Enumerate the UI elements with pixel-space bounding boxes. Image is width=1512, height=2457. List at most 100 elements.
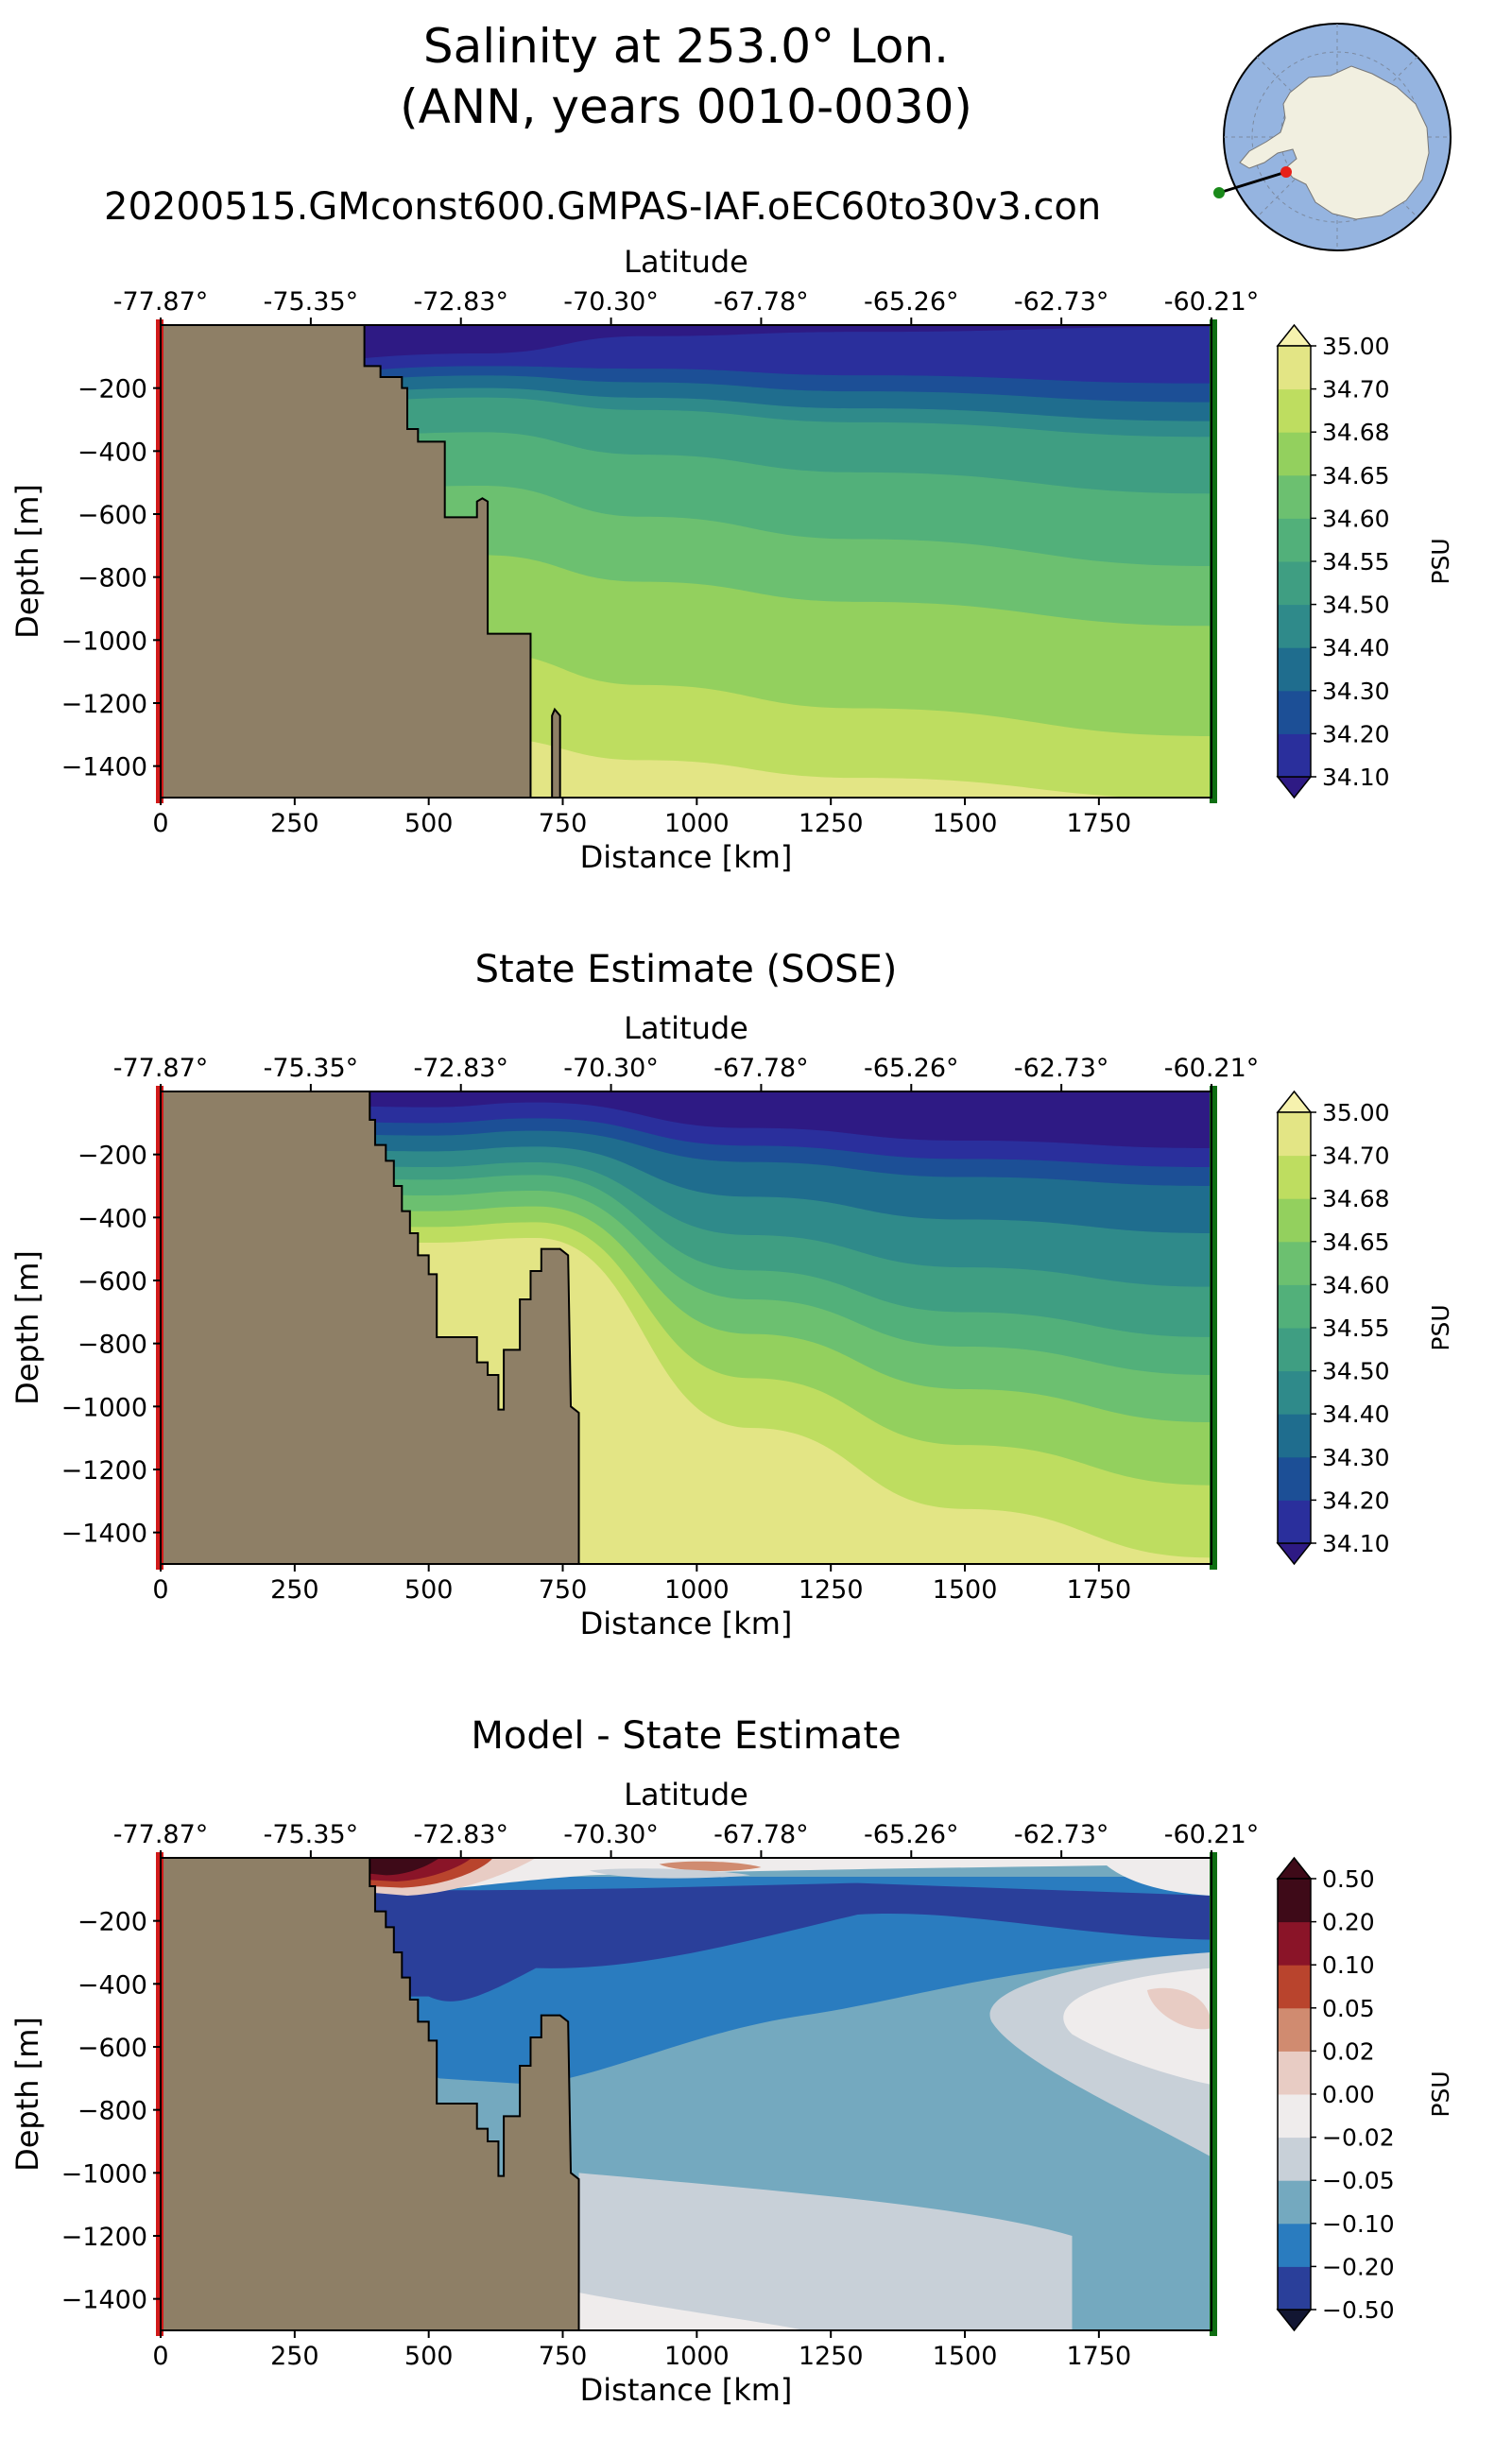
contour-band — [1146, 1987, 1211, 2030]
contour-band — [369, 1858, 1211, 1894]
top-tick-label: -75.35° — [264, 287, 359, 317]
top-tick-label: -75.35° — [264, 1820, 359, 1849]
colorbar-segment — [1278, 432, 1311, 476]
colorbar-tick-label: 0.20 — [1322, 1909, 1375, 1936]
colorbar-segment — [1278, 1965, 1311, 2009]
x-axis-label: Distance [km] — [580, 839, 793, 875]
x-axis-label: Distance [km] — [580, 2372, 793, 2408]
x-tick-label: 750 — [539, 809, 588, 838]
top-tick-label: -77.87° — [113, 287, 209, 317]
colorbar-tick-label: 35.00 — [1322, 333, 1390, 360]
top-tick-label: -70.30° — [563, 1820, 659, 1849]
y-tick-label: −1400 — [61, 1520, 147, 1549]
y-tick-label: −1200 — [61, 1456, 147, 1486]
y-tick-label: −400 — [77, 1204, 147, 1233]
top-tick-label: -72.83° — [413, 287, 508, 317]
x-tick-label: 1500 — [933, 1575, 998, 1605]
colorbar-segment — [1278, 2094, 1311, 2139]
colorbar-segment — [1278, 1112, 1311, 1157]
y-tick-label: −600 — [77, 1267, 147, 1297]
x-tick-label: 1250 — [799, 1575, 864, 1605]
colorbar-segment — [1278, 388, 1311, 433]
colorbar-segment — [1278, 1284, 1311, 1329]
colorbar-tick-label: 34.10 — [1322, 1530, 1390, 1557]
y-tick-label: −200 — [77, 375, 147, 404]
y-tick-label: −1000 — [61, 2159, 147, 2189]
x-tick-label: 1250 — [799, 2342, 864, 2371]
colorbar-tick-label: 34.40 — [1322, 1400, 1390, 1428]
colorbar-tick-label: 34.60 — [1322, 505, 1390, 532]
top-tick-label: -70.30° — [563, 287, 659, 317]
colorbar-label: PSU — [1427, 2070, 1454, 2117]
x-tick-label: 500 — [404, 1575, 454, 1605]
colorbar-segment — [1278, 733, 1311, 778]
y-tick-label: −600 — [77, 501, 147, 530]
top-tick-label: -67.78° — [713, 287, 809, 317]
y-axis-label: Depth [m] — [9, 484, 45, 639]
colorbar-tick-label: 34.55 — [1322, 548, 1390, 576]
colorbar-tick-label: 34.65 — [1322, 1228, 1390, 1256]
colorbar-segment — [1278, 1921, 1311, 1966]
colorbar-segment — [1278, 346, 1311, 390]
colorbar-tick-label: 34.50 — [1322, 1358, 1390, 1385]
y-tick-label: −200 — [77, 1142, 147, 1171]
x-tick-label: 1500 — [933, 809, 998, 838]
colorbar-segment — [1278, 1198, 1311, 1243]
contour-band — [589, 1868, 751, 1879]
y-axis-label: Depth [m] — [9, 1250, 45, 1405]
y-tick-label: −1000 — [61, 627, 147, 656]
contour-band — [659, 1861, 762, 1872]
y-tick-label: −1200 — [61, 690, 147, 719]
colorbar-segment — [1278, 1414, 1311, 1458]
top-axis-label: Latitude — [624, 1777, 748, 1813]
panel-title: State Estimate (SOSE) — [475, 948, 898, 991]
y-axis-label: Depth [m] — [9, 2017, 45, 2172]
colorbar-tick-label: 0.02 — [1322, 2037, 1375, 2065]
top-axis-label: Latitude — [624, 244, 748, 280]
colorbar-tick-label: 34.60 — [1322, 1271, 1390, 1298]
x-tick-label: 500 — [404, 2342, 454, 2371]
y-tick-label: −1000 — [61, 1393, 147, 1422]
section-end-marker — [1213, 187, 1225, 198]
colorbar-tick-label: 34.50 — [1322, 592, 1390, 619]
section-end-line — [1210, 1086, 1217, 1570]
colorbar-segment — [1278, 647, 1311, 692]
colorbar-extend-max — [1276, 1090, 1313, 1113]
colorbar-segment — [1278, 1456, 1311, 1501]
colorbar-segment — [1278, 518, 1311, 562]
colorbar-tick-label: 0.50 — [1322, 1865, 1375, 1893]
antarctica-landmass — [1239, 65, 1430, 220]
colorbar-tick-label: 34.20 — [1322, 720, 1390, 747]
colorbar-segment — [1278, 1328, 1311, 1372]
panels: 0 250 500 750 1000 1250 1500 1750 -77.87° -75.35°… — [9, 244, 1454, 2408]
top-tick-label: -62.73° — [1014, 287, 1109, 317]
x-tick-label: 1500 — [933, 2342, 998, 2371]
x-tick-label: 1000 — [664, 809, 730, 838]
run-name: 20200515.GMconst600.GMPAS-IAF.oEC60to30v… — [104, 185, 1101, 229]
y-tick-label: −1200 — [61, 2223, 147, 2252]
top-tick-label: -77.87° — [113, 1820, 209, 1849]
top-tick-label: -60.21° — [1164, 1054, 1260, 1083]
colorbar-tick-label: −0.50 — [1322, 2296, 1395, 2324]
section-line — [1218, 170, 1287, 195]
colorbar-segment — [1278, 2007, 1311, 2052]
contour-band — [161, 325, 1211, 372]
colorbar-tick-label: 34.10 — [1322, 764, 1390, 791]
y-tick-label: −800 — [77, 2097, 147, 2126]
x-tick-label: 1750 — [1066, 809, 1131, 838]
x-tick-label: 0 — [152, 2342, 168, 2371]
y-tick-label: −800 — [77, 1331, 147, 1360]
top-tick-label: -65.26° — [864, 1054, 959, 1083]
panel-3: 0 250 500 750 1000 1250 1500 1750 -77.87° -75.35°… — [9, 1714, 1454, 2408]
colorbar: −0.50 −0.20 −0.10 −0.05 −0.02 0.00 0.02 0.05 0.1… — [1276, 1856, 1454, 2332]
plot-frame — [160, 1091, 1212, 1565]
top-tick-label: -62.73° — [1014, 1820, 1109, 1849]
x-tick-label: 750 — [539, 1575, 588, 1605]
y-tick-label: −400 — [77, 1970, 147, 2000]
section-start-marker — [1280, 166, 1292, 178]
top-tick-label: -77.87° — [113, 1054, 209, 1083]
colorbar-segment — [1278, 1155, 1311, 1199]
section-end-line — [1210, 319, 1217, 803]
colorbar-tick-label: 34.30 — [1322, 678, 1390, 705]
